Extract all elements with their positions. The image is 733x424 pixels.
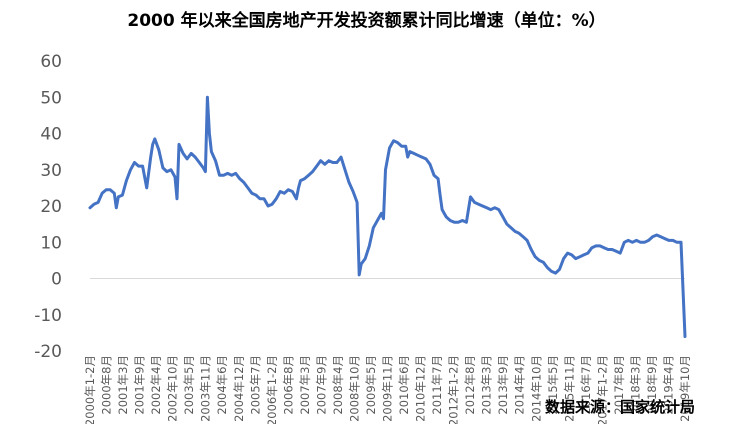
x-tick-label: 2012年8月 xyxy=(463,355,477,415)
y-tick-label: 30 xyxy=(40,161,62,181)
y-tick-label: 60 xyxy=(40,52,62,72)
y-tick-label: -20 xyxy=(34,342,62,362)
y-tick-label: 10 xyxy=(40,233,62,253)
x-tick-label: 2008年10月 xyxy=(347,355,361,422)
x-tick-label: 2003年11月 xyxy=(199,355,213,422)
x-tick-label: 2014年4月 xyxy=(513,355,527,415)
x-tick-label: 2006年1-2月 xyxy=(265,355,279,424)
x-tick-label: 2003年5月 xyxy=(182,355,196,415)
x-tick-label: 2012年1-2月 xyxy=(447,355,461,424)
x-tick-label: 2010年12月 xyxy=(414,355,428,422)
x-tick-label: 2002年10月 xyxy=(166,355,180,422)
x-tick-label: 2000年8月 xyxy=(100,355,114,415)
y-tick-label: 50 xyxy=(40,88,62,108)
x-tick-label: 2007年9月 xyxy=(314,355,328,415)
chart-title: 2000 年以来全国房地产开发投资额累计同比增速（单位：%） xyxy=(127,11,606,31)
x-tick-label: 2004年6月 xyxy=(215,355,229,415)
x-tick-label: 2015年11月 xyxy=(562,355,576,422)
x-tick-label: 2006年8月 xyxy=(281,355,295,415)
x-tick-label: 2008年4月 xyxy=(331,355,345,415)
x-tick-label: 2016年7月 xyxy=(579,355,593,415)
x-tick-label: 2007年3月 xyxy=(298,355,312,415)
x-tick-label: 2004年12月 xyxy=(232,355,246,422)
x-tick-label: 2001年3月 xyxy=(116,355,130,415)
x-tick-label: 2011年7月 xyxy=(430,355,444,415)
x-tick-label: 2002年4月 xyxy=(149,355,163,415)
x-tick-label: 2017年8月 xyxy=(612,355,626,415)
x-tick-label: 2018年9月 xyxy=(645,355,659,415)
source-note: 数据来源：国家统计局 xyxy=(544,398,695,416)
y-tick-label: 20 xyxy=(40,197,62,217)
x-tick-label: 2015年5月 xyxy=(546,355,560,415)
x-tick-label: 2014年10月 xyxy=(529,355,543,422)
x-tick-label: 2019年10月 xyxy=(678,355,692,422)
y-tick-label: 40 xyxy=(40,125,62,145)
x-tick-label: 2010年6月 xyxy=(397,355,411,415)
x-tick-label: 2005年7月 xyxy=(248,355,262,415)
x-tick-label: 2009年11月 xyxy=(381,355,395,422)
x-tick-label: 2013年3月 xyxy=(480,355,494,415)
x-tick-label: 2013年9月 xyxy=(496,355,510,415)
x-tick-label: 2001年9月 xyxy=(133,355,147,415)
x-tick-label: 2017年1-2月 xyxy=(595,355,609,424)
x-tick-label: 2009年5月 xyxy=(364,355,378,415)
x-tick-label: 2019年4月 xyxy=(661,355,675,415)
x-tick-label: 2000年1-2月 xyxy=(83,355,97,424)
y-tick-label: -10 xyxy=(34,306,62,326)
y-tick-label: 0 xyxy=(51,270,62,290)
x-tick-label: 2018年3月 xyxy=(628,355,642,415)
series-line xyxy=(88,95,687,338)
